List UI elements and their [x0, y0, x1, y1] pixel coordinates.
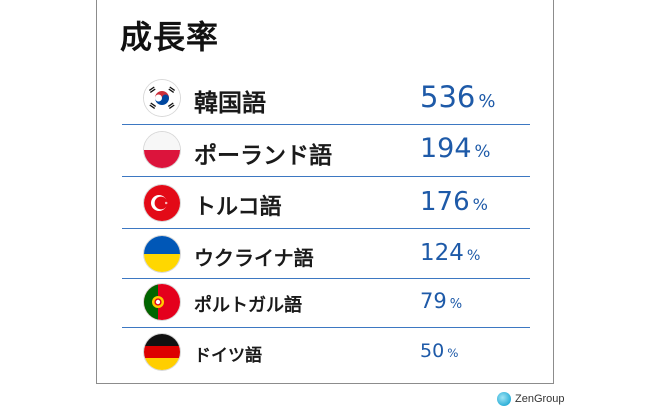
percent-unit: % [449, 296, 463, 312]
language-label: ウクライナ語 [194, 245, 314, 270]
percent-unit: % [474, 141, 491, 162]
percent-unit: % [472, 194, 488, 214]
zengroup-mark-icon [497, 392, 511, 406]
chart-title: 成長率 [120, 18, 220, 56]
south-korea-flag-icon [144, 80, 180, 116]
language-label: ポルトガル語 [194, 294, 302, 316]
growth-value: 124% [420, 240, 480, 266]
table-row: トルコ語 176% [0, 177, 650, 229]
row-divider [122, 124, 530, 125]
table-row: ポルトガル語 79% [0, 276, 650, 328]
row-divider [122, 278, 530, 279]
turkey-flag-icon [144, 185, 180, 221]
table-row: ドイツ語 50% [0, 326, 650, 378]
row-divider [122, 176, 530, 177]
language-label: ポーランド語 [194, 142, 332, 169]
table-row: ウクライナ語 124% [0, 228, 650, 280]
growth-number: 79 [420, 288, 447, 313]
table-row: 韓国語 536% [0, 72, 650, 124]
growth-number: 536 [420, 80, 476, 115]
growth-value: 536% [420, 80, 495, 114]
growth-number: 50 [420, 340, 445, 363]
ukraine-flag-icon [144, 236, 180, 272]
language-label: ドイツ語 [194, 346, 262, 367]
portugal-flag-icon [144, 284, 180, 320]
germany-flag-icon [144, 334, 180, 370]
row-divider [122, 228, 530, 229]
growth-value: 176% [420, 187, 488, 217]
percent-unit: % [478, 91, 496, 113]
growth-number: 176 [420, 186, 470, 217]
poland-flag-icon [144, 132, 180, 168]
language-label: 韓国語 [194, 89, 266, 118]
language-label: トルコ語 [194, 195, 282, 221]
growth-value: 50% [420, 340, 458, 362]
table-row: ポーランド語 194% [0, 124, 650, 176]
growth-number: 124 [420, 239, 464, 266]
percent-unit: % [466, 247, 481, 264]
growth-value: 79% [420, 289, 462, 313]
brand-name: ZenGroup [515, 393, 565, 405]
percent-unit: % [447, 346, 459, 361]
zengroup-logo: ZenGroup [497, 390, 565, 408]
chart-card [96, 0, 554, 384]
growth-value: 194% [420, 133, 490, 164]
row-divider [122, 327, 530, 328]
growth-number: 194 [420, 133, 472, 165]
